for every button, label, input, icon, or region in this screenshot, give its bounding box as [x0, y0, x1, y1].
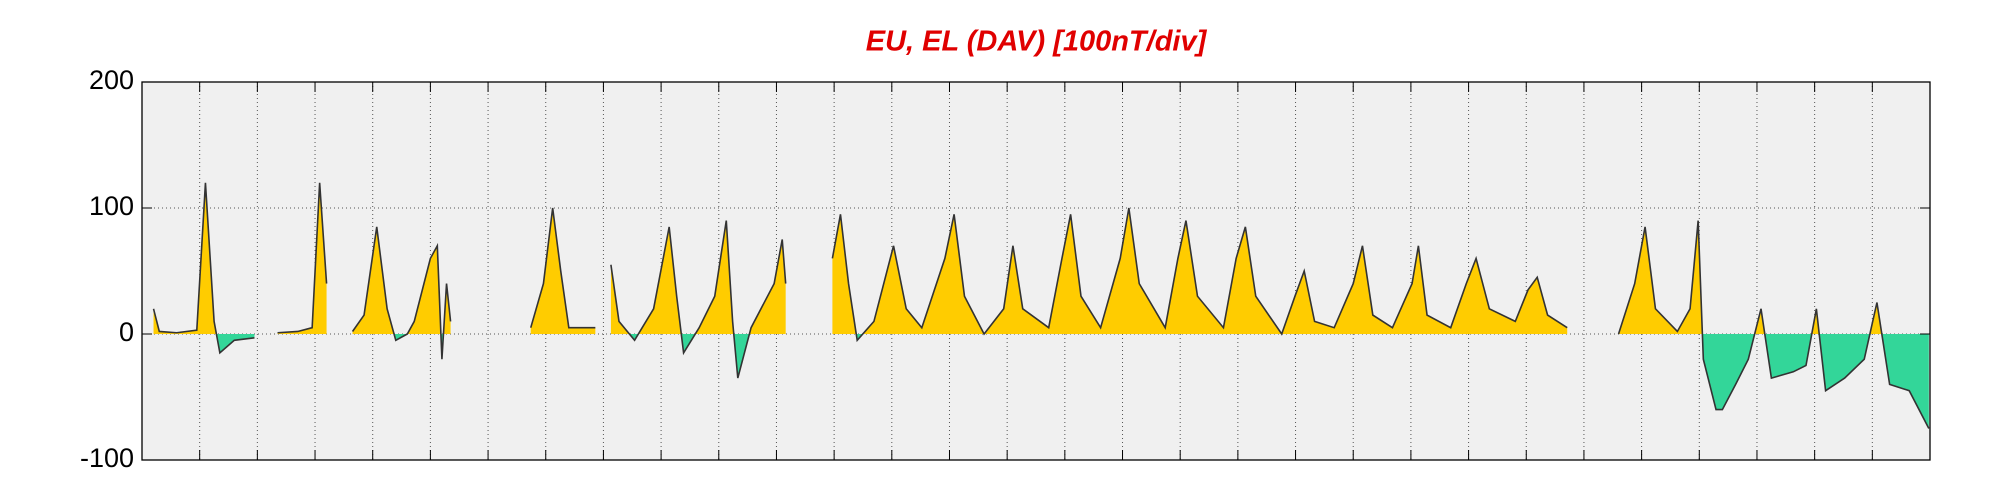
data-line: [277, 182, 328, 334]
data-line: [152, 182, 255, 355]
chart-title: EU, EL (DAV) [100nT/div]: [866, 26, 1208, 58]
data-line: [529, 207, 596, 329]
plot-background: [142, 82, 1930, 460]
y-tick-label: -100: [80, 443, 134, 473]
data-line: [1617, 220, 1930, 429]
plot-frame: [141, 81, 1931, 461]
y-tick-label: 0: [119, 317, 134, 347]
positive-area: [530, 208, 596, 334]
y-tick-label: 100: [89, 191, 134, 221]
negative-area: [1618, 334, 1929, 429]
data-line: [610, 220, 787, 379]
negative-area: [610, 334, 786, 379]
positive-area: [352, 226, 451, 334]
positive-area: [153, 182, 255, 334]
positive-area: [832, 208, 1568, 334]
data-line: [351, 226, 452, 360]
data-line: [831, 207, 1568, 343]
y-tick-label: 200: [89, 65, 134, 95]
negative-area: [153, 334, 255, 353]
